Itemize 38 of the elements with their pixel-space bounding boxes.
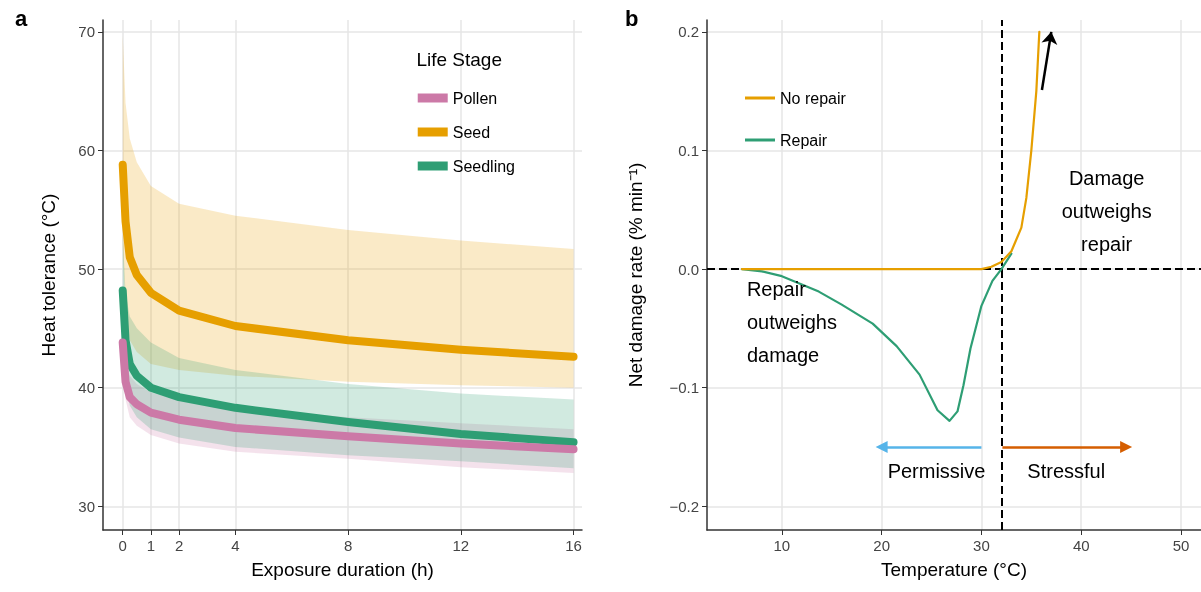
y-tick-label: 50 [78,260,95,278]
legend-label: Pollen [452,89,498,107]
legend-title: Life Stage [416,49,503,70]
y-tick-label: −0.1 [669,379,699,397]
x-tick-label: 0 [118,537,127,554]
y-tick-label: 70 [78,23,95,41]
y-tick-label: 30 [78,497,95,515]
annotation: Stressful [1027,459,1106,482]
annotation: Damage outweighs repair [1060,166,1153,258]
x-tick-label: 1 [146,537,156,554]
x-tick-label: 10 [773,537,791,554]
annotation: Repair outweighs damage [746,276,838,368]
y-tick-label: 0.0 [678,260,699,278]
chart-title: a [15,5,28,31]
x-tick-label: 30 [973,537,990,554]
legend-label: Repair [780,131,828,149]
x-tick-label: 8 [343,537,353,554]
y-tick-label: 0.1 [678,141,699,159]
y-tick-label: 60 [78,141,95,159]
legend-label: No repair [780,89,847,107]
x-axis-title: Exposure duration (h) [251,559,434,580]
y-tick-label: 40 [78,379,95,397]
legend-label: Seed [452,123,491,141]
x-tick-label: 12 [452,537,470,554]
annotation: Permissive [887,459,986,482]
y-axis-title: Net damage rate (% min⁻¹) [625,162,646,388]
x-tick-label: 4 [231,537,240,554]
chart-title: b [625,5,639,31]
x-axis-title: Temperature (°C) [881,559,1027,580]
legend-label: Seedling [452,157,516,175]
x-tick-label: 50 [1172,537,1190,554]
y-tick-label: 0.2 [678,23,699,41]
x-tick-label: 40 [1072,537,1090,554]
y-tick-label: −0.2 [669,497,699,515]
x-tick-label: 16 [565,537,582,554]
x-tick-label: 20 [873,537,890,554]
y-axis-title: Heat tolerance (°C) [38,193,59,357]
x-tick-label: 2 [174,537,184,554]
